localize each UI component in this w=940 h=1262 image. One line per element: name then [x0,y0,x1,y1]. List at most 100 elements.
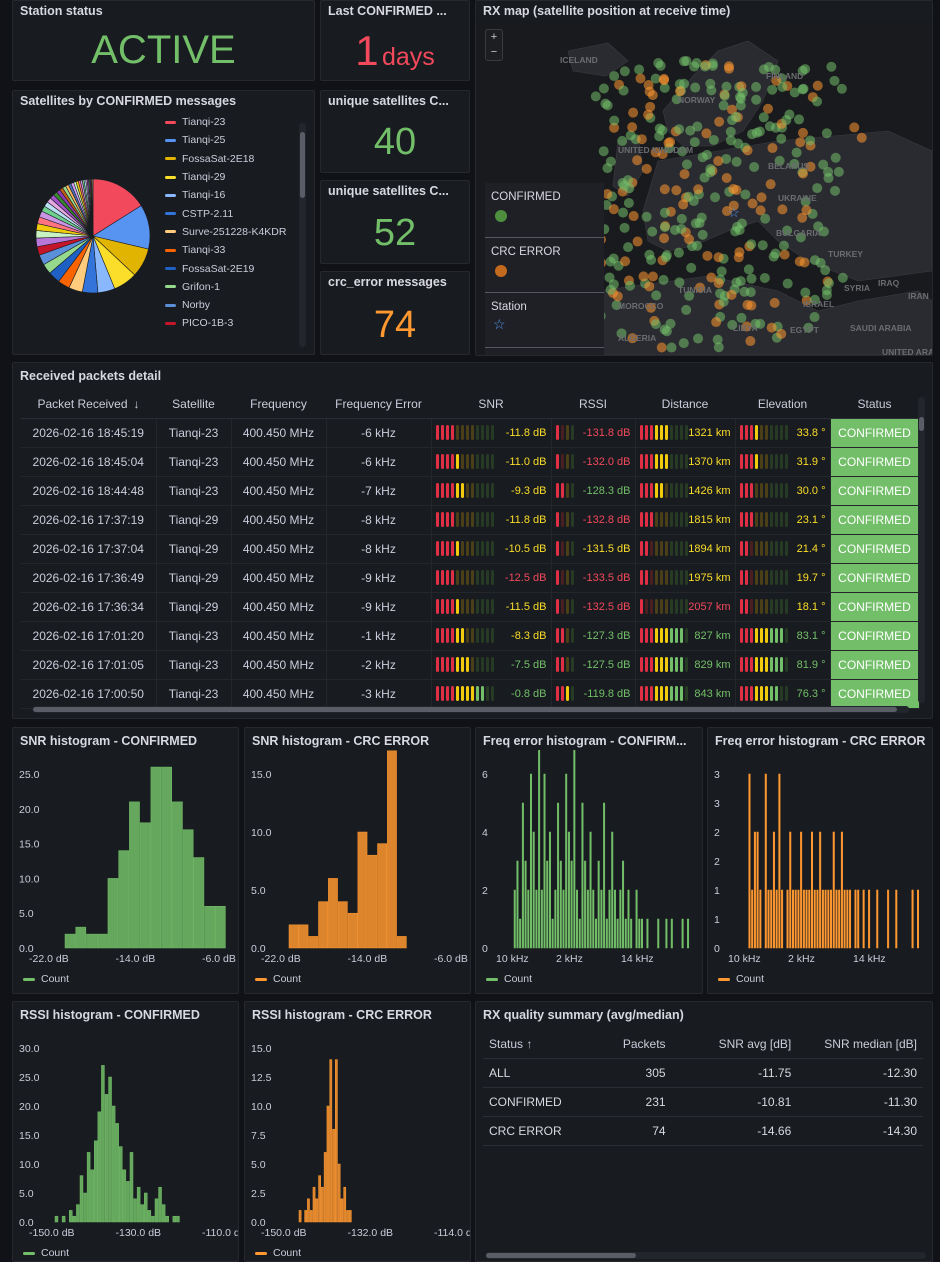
crc-error-dot[interactable] [724,63,735,74]
histogram-bar[interactable] [61,1215,66,1223]
confirmed-dot[interactable] [774,155,785,166]
crc-error-dot[interactable] [856,132,867,143]
histogram-bar[interactable] [72,1215,77,1223]
pie-legend-item[interactable]: Norby [165,296,305,314]
crc-error-dot[interactable] [602,188,613,199]
freq-conf-histogram[interactable]: 0 2 4 6 10 kHz 2 kHz 14 kHz Count [476,750,703,990]
histogram-bar[interactable] [97,1111,102,1223]
histogram-bar[interactable] [840,831,843,949]
confirmed-dot[interactable] [681,159,692,170]
confirmed-dot[interactable] [782,278,793,289]
table-row[interactable]: 2026-02-16 18:45:19 Tianqi-23 400.450 MHz -… [21,418,920,448]
summary-header-snr-median[interactable]: SNR median [dB] [797,1030,923,1059]
histogram-bar[interactable] [627,889,630,949]
confirmed-dot[interactable] [677,146,688,157]
map-legend-station[interactable]: Station ☆ [485,293,604,348]
crc-error-dot[interactable] [657,149,668,160]
histogram-bar[interactable] [805,889,808,949]
crc-error-dot[interactable] [849,122,860,133]
histogram-bar[interactable] [821,889,824,949]
confirmed-dot[interactable] [671,94,682,105]
histogram-bar[interactable] [367,854,378,949]
histogram-bar[interactable] [778,773,781,949]
confirmed-dot[interactable] [826,61,837,72]
histogram-bar[interactable] [347,912,358,949]
histogram-bar[interactable] [868,889,871,949]
confirmed-dot[interactable] [598,83,609,94]
confirmed-dot[interactable] [764,121,775,132]
confirmed-dot[interactable] [815,257,826,268]
histogram-bar[interactable] [751,889,754,949]
confirmed-dot[interactable] [659,222,670,233]
crc-error-dot[interactable] [632,155,643,166]
histogram-bar[interactable] [775,889,778,949]
confirmed-dot[interactable] [778,240,789,251]
crc-error-dot[interactable] [801,205,812,216]
column-header[interactable]: Elevation [735,391,830,419]
histogram-bar[interactable] [172,801,183,949]
crc-error-dot[interactable] [645,302,656,313]
crc-error-dot[interactable] [797,127,808,138]
confirmed-dot[interactable] [699,61,710,72]
crc-error-dot[interactable] [641,163,652,174]
histogram-bar[interactable] [570,860,573,949]
confirmed-dot[interactable] [736,312,747,323]
confirmed-dot[interactable] [716,266,727,277]
confirmed-dot[interactable] [739,286,750,297]
confirmed-dot[interactable] [655,60,666,71]
confirmed-dot[interactable] [609,71,620,82]
crc-error-dot[interactable] [776,328,787,339]
confirmed-dot[interactable] [625,130,636,141]
scrollbar-thumb[interactable] [919,417,924,431]
pie-legend-item[interactable]: PICO-1B-3 [165,314,305,332]
histogram-bar[interactable] [592,889,595,949]
histogram-bar[interactable] [161,1204,166,1223]
histogram-bar[interactable] [118,850,130,949]
confirmed-dot[interactable] [689,61,700,72]
pie-legend-item[interactable]: Tianqi-23 [165,113,305,131]
confirmed-dot[interactable] [661,250,672,261]
pie-chart[interactable] [18,161,168,311]
crc-error-dot[interactable] [797,212,808,223]
confirmed-dot[interactable] [692,121,703,132]
histogram-bar[interactable] [849,889,852,949]
histogram-bar[interactable] [622,860,625,949]
crc-error-dot[interactable] [702,250,713,261]
histogram-bar[interactable] [843,889,846,949]
confirmed-dot[interactable] [820,265,831,276]
confirmed-dot[interactable] [732,221,743,232]
histogram-bar[interactable] [681,918,684,949]
histogram-bar[interactable] [657,918,660,949]
confirmed-dot[interactable] [789,87,800,98]
histogram-bar[interactable] [172,1215,177,1223]
histogram-bar[interactable] [535,889,538,949]
histogram-bar[interactable] [154,1198,159,1223]
histogram-bar[interactable] [543,773,546,949]
histogram-bar[interactable] [813,889,816,949]
histogram-bar[interactable] [895,889,898,949]
crc-error-dot[interactable] [713,278,724,289]
freq-crc-histogram[interactable]: 0 1 1 2 2 3 3 10 kHz 2 kHz 14 kHz Count [708,750,933,990]
crc-error-dot[interactable] [766,322,777,333]
histogram-bar[interactable] [551,918,554,949]
confirmed-dot[interactable] [689,137,700,148]
column-header[interactable]: Distance [635,391,735,419]
map-canvas[interactable]: ☆ ICELAND NORWAY FINLAND UNITED KINGDOM BELAR… [478,21,932,355]
station-star-icon[interactable]: ☆ [728,205,740,220]
histogram-bar[interactable] [838,889,841,949]
confirmed-dot[interactable] [731,156,742,167]
map-layer[interactable]: ☆ ICELAND NORWAY FINLAND UNITED KINGDOM BELAR… [478,21,932,355]
confirmed-dot[interactable] [623,242,634,253]
histogram-bar[interactable] [911,889,914,949]
confirmed-dot[interactable] [757,240,768,251]
crc-error-dot[interactable] [745,336,756,347]
legend-label[interactable]: Count [736,973,764,985]
confirmed-dot[interactable] [693,333,704,344]
legend-label[interactable]: Count [273,973,301,985]
histogram-bar[interactable] [304,1210,308,1223]
confirmed-dot[interactable] [725,135,736,146]
histogram-bar[interactable] [126,1181,130,1223]
confirmed-dot[interactable] [800,287,811,298]
histogram-bar[interactable] [794,889,797,949]
histogram-bar[interactable] [144,1192,148,1223]
